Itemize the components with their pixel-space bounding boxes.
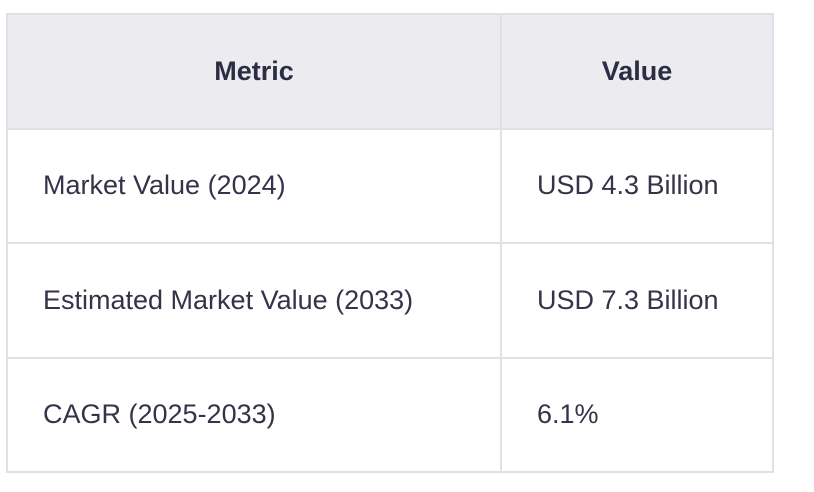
table-row: Market Value (2024) USD 4.3 Billion	[6, 127, 774, 244]
metrics-table: Metric Value Market Value (2024) USD 4.3…	[6, 13, 774, 473]
cell-metric: Estimated Market Value (2033)	[6, 242, 502, 359]
cell-metric: Market Value (2024)	[6, 127, 502, 244]
table-container: Metric Value Market Value (2024) USD 4.3…	[6, 13, 774, 473]
cell-value: 6.1%	[500, 356, 774, 473]
cell-value: USD 4.3 Billion	[500, 127, 774, 244]
header-metric: Metric	[6, 13, 502, 130]
table-row: Estimated Market Value (2033) USD 7.3 Bi…	[6, 242, 774, 359]
header-value: Value	[500, 13, 774, 130]
table-header-row: Metric Value	[6, 13, 774, 130]
cell-value: USD 7.3 Billion	[500, 242, 774, 359]
cell-metric: CAGR (2025-2033)	[6, 356, 502, 473]
table-row: CAGR (2025-2033) 6.1%	[6, 356, 774, 473]
